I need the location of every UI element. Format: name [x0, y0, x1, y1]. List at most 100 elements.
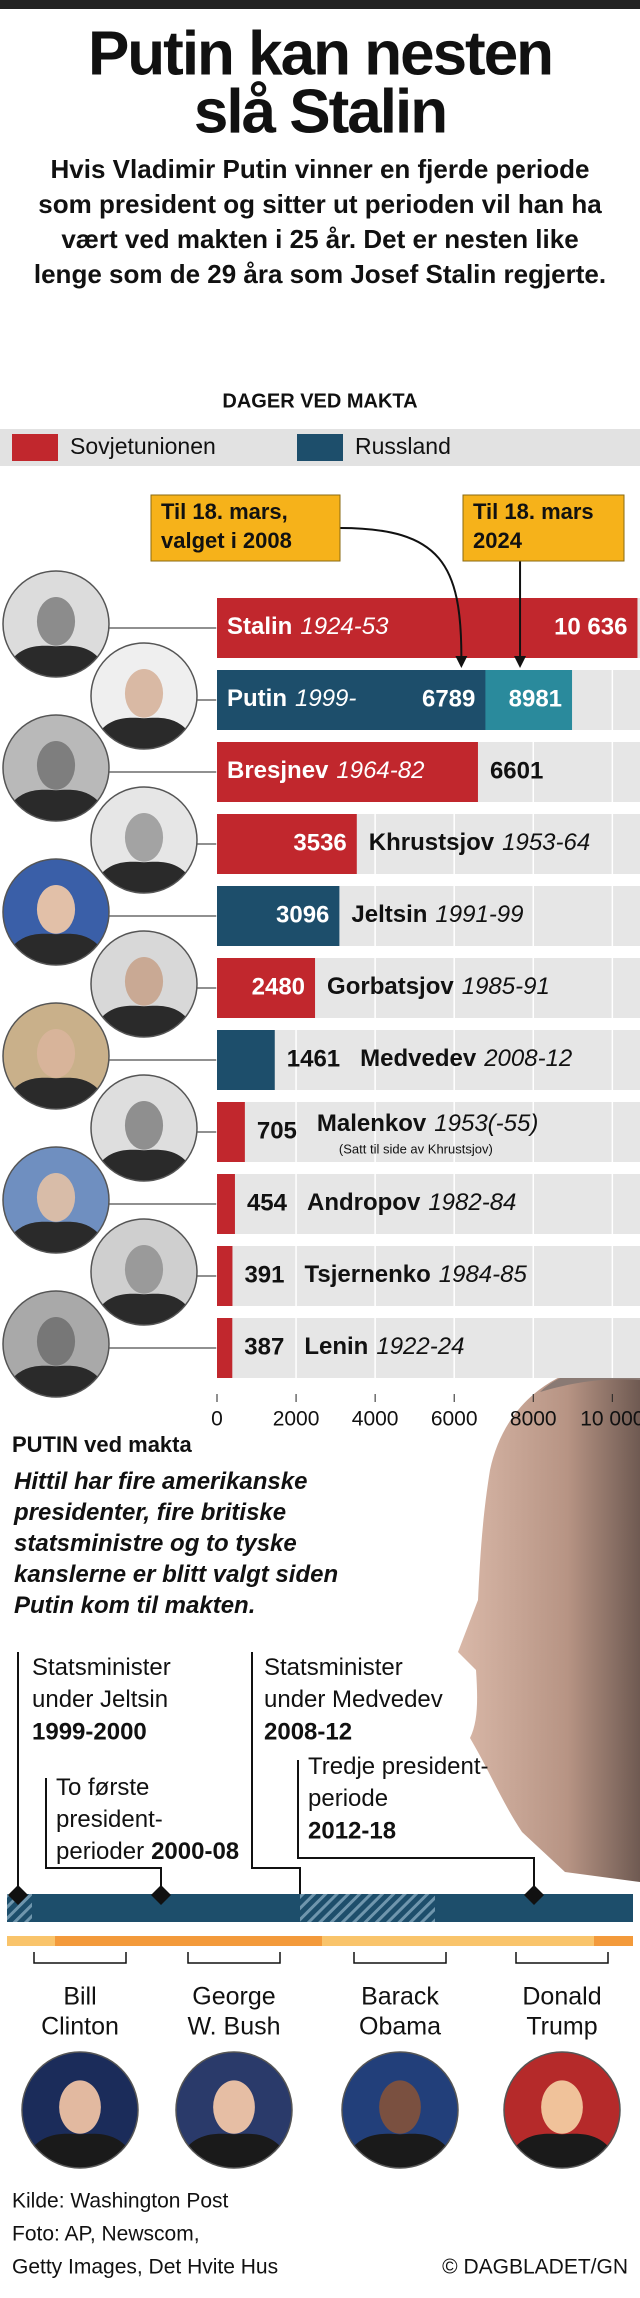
- portrait-head: [36, 884, 76, 934]
- arrow-head: [455, 656, 468, 668]
- portrait: [2, 570, 110, 678]
- portrait-ring: [2, 1146, 110, 1254]
- timeline-diamond: [524, 1885, 544, 1905]
- leader-name: Jeltsin: [351, 901, 427, 928]
- bar-name: Medvedev 2008-12: [360, 1045, 572, 1072]
- row-band: [217, 1102, 640, 1162]
- portrait-ring: [2, 858, 110, 966]
- leader-period: 1924-53: [300, 613, 389, 640]
- row-band: [217, 1030, 640, 1090]
- portrait: [21, 2051, 139, 2169]
- portrait: [341, 2051, 459, 2169]
- period-label: Tredje president-: [308, 1753, 489, 1780]
- row-band: [217, 1246, 640, 1306]
- portrait: [2, 1290, 110, 1398]
- portrait-body: [176, 2133, 292, 2168]
- row-band: [217, 1174, 640, 1234]
- bar: [217, 742, 478, 802]
- bar: [217, 670, 486, 730]
- portrait-ring: [175, 2051, 293, 2169]
- row-band: [217, 1318, 640, 1378]
- timeline-diamond: [8, 1885, 28, 1905]
- source-line: Kilde: Washington Post: [12, 2190, 229, 2213]
- bar-name: Malenkov 1953(-55): [317, 1110, 538, 1137]
- portrait-ring: [2, 714, 110, 822]
- period-years: 2008-12: [264, 1718, 352, 1745]
- value-label: 10 636: [554, 613, 627, 640]
- president-name: Clinton: [41, 2013, 119, 2041]
- timeline-segment: [300, 1894, 435, 1922]
- section-text: Hittil har fire amerikanske presidenter,…: [14, 1468, 339, 1619]
- portrait: [90, 1074, 198, 1182]
- portrait: [503, 2051, 621, 2169]
- bar: [217, 1246, 233, 1306]
- portrait-head: [213, 2080, 255, 2134]
- portrait-head: [379, 2080, 421, 2134]
- period-label-line: under Jeltsin: [32, 1686, 168, 1713]
- bar: [217, 814, 357, 874]
- portrait-body: [504, 2133, 620, 2168]
- portrait-head: [36, 596, 76, 646]
- portrait: [2, 1002, 110, 1110]
- bar-note: (Satt til side av Khrustsjov): [339, 1141, 493, 1156]
- portrait-head: [124, 956, 164, 1006]
- portrait-content: [91, 931, 197, 1037]
- value-label: 387: [244, 1333, 284, 1360]
- timeline-diamond: [151, 1885, 171, 1905]
- portrait-ring: [90, 930, 198, 1038]
- projected-label: 8981: [509, 685, 562, 712]
- portrait: [2, 858, 110, 966]
- bar-name: Andropov 1982-84: [307, 1189, 516, 1216]
- portrait-head: [124, 812, 164, 862]
- bar: [217, 1318, 233, 1378]
- portrait-ring: [90, 642, 198, 750]
- period-label-line: Statsminister: [264, 1654, 403, 1681]
- leader-period: 2008-12: [483, 1045, 572, 1072]
- president-name: W. Bush: [187, 2013, 280, 2041]
- callout-text: valget i 2008: [161, 528, 292, 553]
- source-line: Foto: AP, Newscom,: [12, 2223, 200, 2246]
- source-line: Getty Images, Det Hvite Hus: [12, 2256, 278, 2279]
- leader-name: Medvedev: [360, 1045, 477, 1072]
- portrait-ring: [21, 2051, 139, 2169]
- value-label: 454: [247, 1189, 288, 1216]
- portrait-ring: [90, 1218, 198, 1326]
- portrait-content: [342, 2052, 458, 2168]
- president-name: Bill: [63, 1983, 96, 2011]
- portrait: [90, 786, 198, 894]
- portrait: [90, 930, 198, 1038]
- title-line: Putin kan nesten: [88, 19, 552, 88]
- x-tick-label: 4000: [352, 1408, 399, 1431]
- period-connector: [297, 1760, 535, 1896]
- portrait-head: [36, 1316, 76, 1366]
- portrait-content: [176, 2052, 292, 2168]
- top-bar: [0, 0, 640, 9]
- period-label: Statsminister: [32, 1654, 171, 1681]
- value-label: 1461: [287, 1045, 340, 1072]
- bar-name: Putin 1999-: [227, 685, 356, 712]
- portrait-ring: [2, 1002, 110, 1110]
- portrait-content: [504, 2052, 620, 2168]
- value-label: 3096: [276, 901, 329, 928]
- president-bracket: [353, 1952, 447, 1964]
- portrait-ring: [2, 570, 110, 678]
- arrow-head: [514, 656, 527, 668]
- portrait-ring: [2, 1290, 110, 1398]
- president-segment: [7, 1936, 55, 1946]
- x-tick-label: 8000: [510, 1408, 557, 1431]
- portrait: [2, 1146, 110, 1254]
- leader-period: 1984-85: [439, 1261, 528, 1288]
- bar-name: Khrustsjov 1953-64: [369, 829, 590, 856]
- leader-name: Gorbatsjov: [327, 973, 454, 1000]
- legend-label: Sovjetunionen: [70, 433, 216, 459]
- portrait-head: [36, 1028, 76, 1078]
- leader-period: 1953(-55): [434, 1110, 538, 1137]
- portrait-head: [541, 2080, 583, 2134]
- value-label: 705: [257, 1117, 297, 1144]
- period-label-line: president-: [56, 1806, 163, 1833]
- period-label: perioder 2000-08: [56, 1838, 239, 1865]
- callout-box: [462, 494, 625, 562]
- intro: Hvis Vladimir Putin vinner en fjerde per…: [33, 154, 607, 289]
- x-tick-label: 10 000: [580, 1408, 640, 1431]
